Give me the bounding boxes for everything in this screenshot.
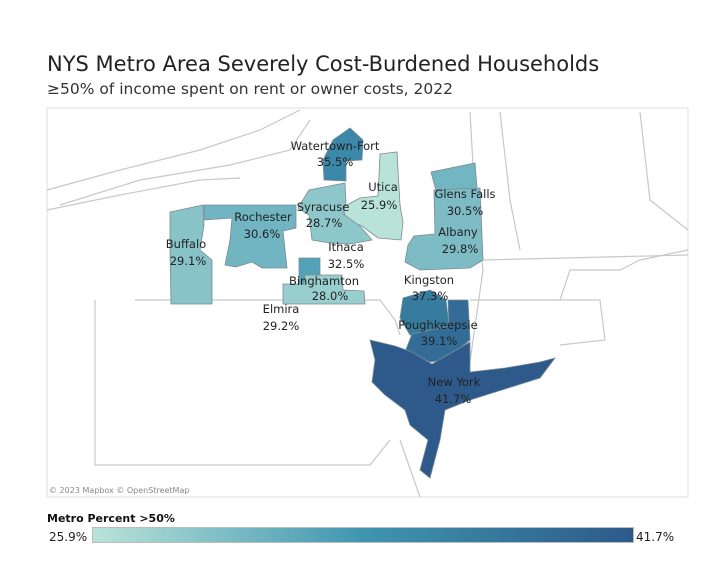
page-title: NYS Metro Area Severely Cost-Burdened Ho… bbox=[47, 52, 600, 76]
region-watertown[interactable] bbox=[322, 127, 364, 182]
legend-color-ramp bbox=[92, 527, 634, 543]
region-value-label: 28.7% bbox=[306, 216, 343, 230]
region-value-label: 41.7% bbox=[435, 392, 472, 406]
legend-min-label: 25.9% bbox=[49, 530, 88, 544]
region-name-label: Rochester bbox=[234, 210, 292, 224]
region-name-label: Utica bbox=[368, 180, 398, 194]
region-value-label: 39.1% bbox=[421, 334, 458, 348]
region-new-york[interactable] bbox=[369, 339, 557, 479]
region-buffalo[interactable] bbox=[169, 204, 213, 305]
region-value-label: 29.8% bbox=[442, 242, 479, 256]
region-value-label: 37.3% bbox=[412, 289, 449, 303]
region-name-label: Watertown-Fort bbox=[291, 139, 380, 153]
basemap-lines bbox=[46, 109, 689, 498]
region-syracuse[interactable] bbox=[297, 182, 373, 245]
region-name-label: Kingston bbox=[404, 273, 454, 287]
region-name-label: Syracuse bbox=[297, 200, 350, 214]
region-value-label: 25.9% bbox=[361, 198, 398, 212]
region-value-label: 30.5% bbox=[447, 204, 484, 218]
region-name-label: Buffalo bbox=[166, 237, 206, 251]
region-albany[interactable] bbox=[404, 187, 484, 271]
region-name-label: Ithaca bbox=[328, 240, 364, 254]
map-attribution: © 2023 Mapbox © OpenStreetMap bbox=[49, 486, 190, 495]
region-name-label: Poughkeepsie bbox=[398, 318, 477, 332]
region-value-label: 32.5% bbox=[328, 257, 365, 271]
region-value-label: 28.0% bbox=[312, 289, 349, 303]
region-binghamton[interactable] bbox=[282, 274, 366, 305]
region-utica[interactable] bbox=[342, 151, 404, 241]
map-frame bbox=[46, 107, 689, 498]
region-rochester[interactable] bbox=[203, 204, 297, 269]
region-value-label: 29.2% bbox=[263, 319, 300, 333]
legend-max-label: 41.7% bbox=[636, 530, 675, 544]
region-value-label: 29.1% bbox=[170, 254, 207, 268]
page-subtitle: ≥50% of income spent on rent or owner co… bbox=[47, 80, 453, 98]
region-name-label: Glens Falls bbox=[434, 187, 495, 201]
region-name-label: New York bbox=[428, 375, 481, 389]
legend-title: Metro Percent >50% bbox=[47, 512, 175, 525]
region-name-label: Binghamton bbox=[289, 274, 359, 288]
region-value-label: 30.6% bbox=[244, 227, 281, 241]
region-value-label: 35.5% bbox=[317, 155, 354, 169]
region-name-label: Albany bbox=[438, 225, 478, 239]
region-name-label: Elmira bbox=[263, 302, 300, 316]
